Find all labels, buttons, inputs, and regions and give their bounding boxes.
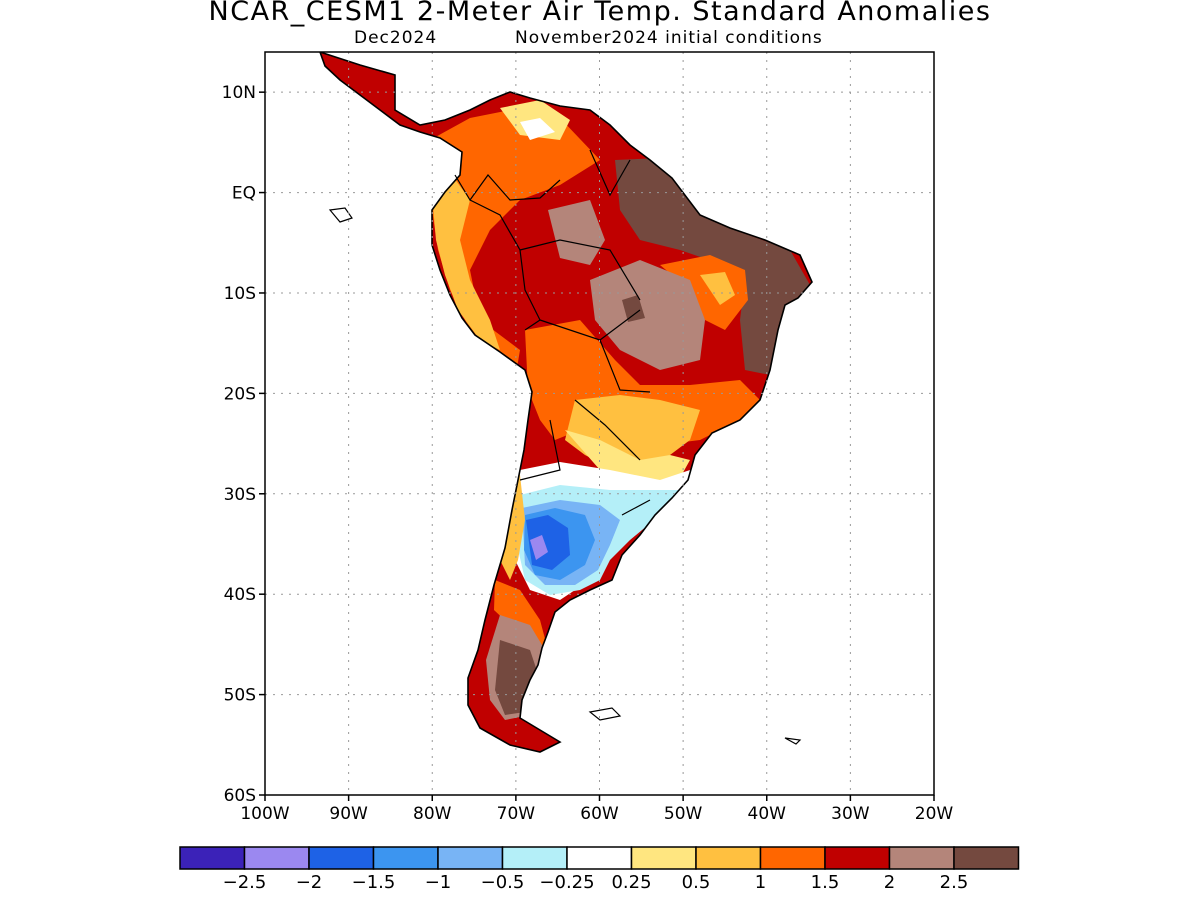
lat-tick-label: 40S	[224, 585, 256, 605]
colorbar-swatch	[179, 846, 246, 870]
lat-tick-label: EQ	[232, 184, 256, 204]
valid-month-label: Dec2024	[354, 28, 438, 48]
lat-tick-label: 60S	[224, 786, 256, 806]
colorbar-swatch	[824, 846, 891, 870]
initial-conditions-label: November2024 initial conditions	[515, 28, 823, 48]
lat-tick-label: 10N	[222, 83, 256, 103]
colorbar-label: 2	[884, 872, 895, 893]
colorbar-swatch	[243, 846, 310, 870]
colorbar-label: −2.5	[223, 872, 267, 893]
colorbar-swatch	[888, 846, 955, 870]
map-title: NCAR_CESM1 2-Meter Air Temp. Standard An…	[208, 0, 992, 27]
colorbar-swatch	[501, 846, 568, 870]
colorbar-label: 1	[755, 872, 766, 893]
lon-tick-label: 100W	[240, 804, 289, 824]
colorbar-swatch	[695, 846, 762, 870]
latitude-axis: 10N EQ 10S 20S 30S 40S 50S 60S	[222, 83, 265, 806]
colorbar-swatch	[759, 846, 826, 870]
lon-tick-label: 50W	[664, 804, 703, 824]
colorbar-label: −1.5	[352, 872, 396, 893]
lat-tick-label: 50S	[224, 686, 256, 706]
anomaly-field	[319, 52, 813, 753]
colorbar: −2.5 −2 −1.5 −1 −0.5 −0.25 0.25 0.5 1 1.5 2 2.5	[179, 846, 1020, 893]
lon-tick-label: 60W	[580, 804, 619, 824]
colorbar-label: 1.5	[811, 872, 840, 893]
colorbar-label: 0.25	[611, 872, 651, 893]
colorbar-label: −0.5	[481, 872, 525, 893]
lon-tick-label: 90W	[329, 804, 368, 824]
colorbar-label: −2	[296, 872, 323, 893]
lon-tick-label: 80W	[413, 804, 452, 824]
colorbar-swatch	[308, 846, 375, 870]
lat-tick-label: 30S	[224, 485, 256, 505]
colorbar-label: 2.5	[940, 872, 969, 893]
colorbar-swatch	[630, 846, 697, 870]
lat-tick-label: 10S	[224, 284, 256, 304]
colorbar-label: −0.25	[539, 872, 594, 893]
colorbar-swatch	[372, 846, 439, 870]
longitude-axis: 100W 90W 80W 70W 60W 50W 40W 30W 20W	[240, 795, 953, 824]
lon-tick-label: 70W	[497, 804, 536, 824]
colorbar-swatch	[566, 846, 633, 870]
colorbar-label: 0.5	[682, 872, 711, 893]
colorbar-swatch	[437, 846, 504, 870]
lon-tick-label: 30W	[831, 804, 870, 824]
lon-tick-label: 20W	[915, 804, 954, 824]
colorbar-label: −1	[425, 872, 452, 893]
lat-tick-label: 20S	[224, 384, 256, 404]
colorbar-swatch	[953, 846, 1020, 870]
lon-tick-label: 40W	[748, 804, 787, 824]
